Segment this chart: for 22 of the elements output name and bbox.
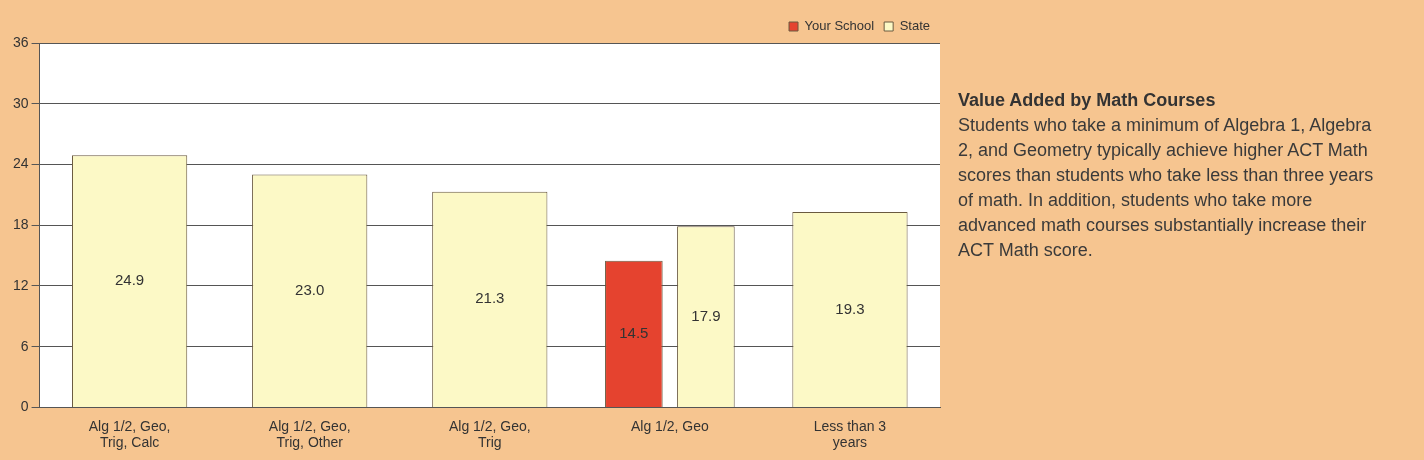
x-tick-label: Less than 3 years: [813, 417, 887, 451]
text: Students who take a minimum of Algebra 1, Algebra 2, and Geometry typically achieve higher ACT Math scores than students who take less than three years of math. In addition, students who take more advanced math courses substantially increase their ACT Math score.: [958, 114, 1375, 262]
y-tick-label: 12: [12, 276, 29, 293]
y-tick-label: 18: [12, 216, 29, 233]
y-tick-label: 30: [12, 94, 29, 111]
data-label: 19.3: [835, 299, 865, 317]
data-label: 24.9: [115, 271, 145, 289]
data-label: 23.0: [295, 280, 325, 298]
x-tick-label: Alg 1/2, Geo: [630, 417, 709, 434]
y-tick-label: 24: [12, 155, 29, 172]
y-tick-label: 36: [12, 33, 29, 50]
legend-label: Your School: [804, 18, 875, 34]
legend-label: State: [899, 18, 930, 34]
text: Value Added by Math Courses: [958, 89, 1217, 112]
y-tick-label: 0: [20, 398, 29, 415]
x-tick-label: Alg 1/2, Geo, Trig, Calc: [88, 417, 171, 451]
data-label: 21.3: [475, 289, 505, 307]
data-label: 14.5: [619, 323, 649, 341]
y-tick-label: 6: [20, 337, 29, 354]
x-tick-label: Alg 1/2, Geo, Trig, Other: [268, 417, 351, 451]
data-label: 17.9: [691, 306, 721, 324]
x-tick-label: Alg 1/2, Geo, Trig: [448, 417, 531, 451]
